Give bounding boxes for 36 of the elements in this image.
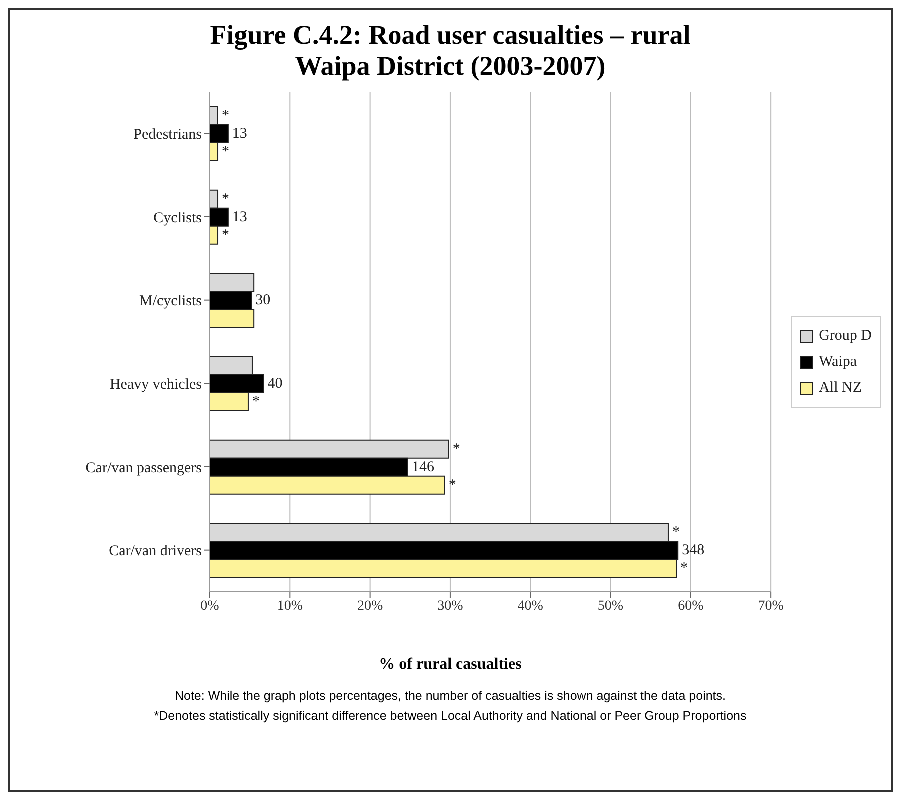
legend-label: Waipa [819,353,858,372]
annotation: 40 [268,376,283,392]
data-label: * [680,560,688,577]
annotation: 30 [256,292,271,309]
annotation: 13 [232,209,248,226]
x-axis-title: % of rural casualties [378,656,523,674]
data-label: * [448,477,456,494]
y-tick-label: Heavy vehicles [110,376,202,393]
x-tick-label: 0% [200,598,220,614]
data-label: * [222,227,230,244]
y-tick-label: M/cyclists [140,294,202,310]
data-label: * [252,394,260,410]
text: Note: While the graph plots percentages, the number of casualties is shown against the data points. [174,688,728,705]
y-tick-label: Car/van drivers [109,544,202,560]
data-label: * [672,524,680,541]
x-tick-label: 20% [357,598,384,614]
annotation: 146 [412,459,435,476]
chart-title: Figure C.4.2: Road user casualties – rural Waipa District (2003-2007) [209,20,692,82]
y-tick-label: Car/van passengers [86,460,202,476]
legend-label: Group D [819,327,872,346]
data-label: * [452,441,460,458]
data-label: * [222,191,230,208]
x-tick-label: 10% [277,598,304,614]
x-tick-label: 50% [598,598,624,614]
y-tick-label: Cyclists [154,210,202,226]
annotation: 348 [682,542,705,559]
legend-label: All NZ [819,379,862,398]
data-label: * [222,144,230,160]
x-tick-label: 70% [758,598,784,614]
text: *Denotes statistically significant difference between Local Authority and National or Peer Group Proportions [153,708,748,725]
x-tick-label: 40% [518,598,544,614]
y-tick-label: Pedestrians [134,126,202,143]
x-tick-label: 30% [438,598,464,614]
data-label: * [222,108,230,124]
x-tick-label: 60% [678,598,704,614]
annotation: 13 [232,126,248,142]
